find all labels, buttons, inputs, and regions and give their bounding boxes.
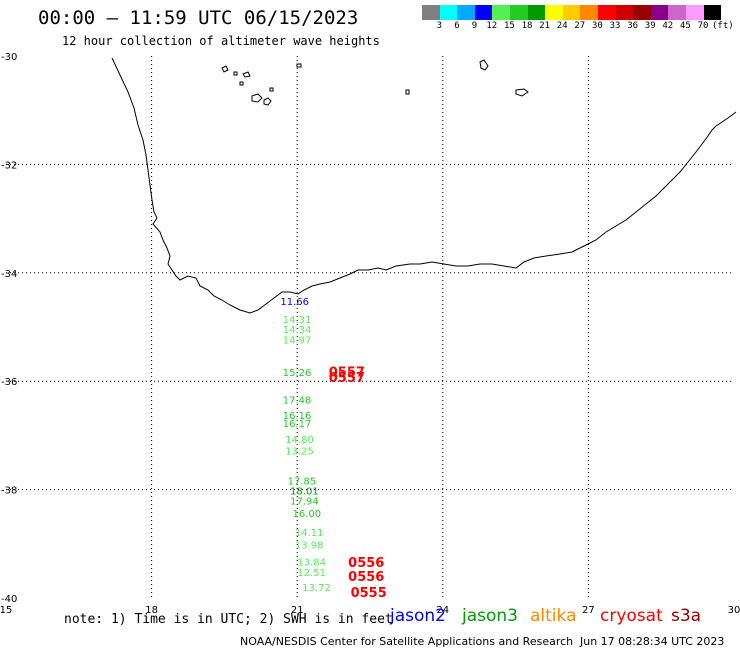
lat-tick-label: -40: [1, 594, 17, 605]
lat-tick-label: -32: [1, 160, 17, 171]
legend-item-altika: altika: [530, 606, 577, 626]
axis-labels: 15 18 21 24 27 30 -30 -32 -34 -36 -38 -40: [0, 52, 740, 616]
lat-tick-label: -36: [1, 377, 17, 388]
wave-height-label: 13.25: [285, 447, 314, 458]
lon-tick-label: 21: [291, 605, 304, 616]
time-marker-label: 0557: [329, 365, 365, 380]
lat-tick-label: -30: [1, 52, 17, 63]
map-title: 00:00 – 11:59 UTC 06/15/2023: [38, 7, 359, 29]
color-scale-tick: 70: [697, 21, 709, 31]
legend-item-s3a: s3a: [671, 606, 702, 626]
wave-height-label: 16.00: [292, 509, 321, 520]
footer-credit: NOAA/NESDIS Center for Satellite Applica…: [240, 635, 574, 648]
coastline: [111, 57, 737, 314]
island-outline: [515, 88, 529, 97]
color-scale-tick: 12: [486, 21, 498, 31]
color-scale-tick: 30: [592, 21, 603, 31]
color-swatch: [527, 5, 546, 20]
color-scale-tick: 6: [454, 21, 460, 31]
time-marker-label: 0555: [351, 586, 387, 601]
color-swatch: [703, 5, 722, 20]
lon-tick-label: 30: [728, 605, 740, 616]
lon-tick-label: 18: [145, 605, 158, 616]
color-swatch: [457, 5, 475, 20]
island-outline: [251, 93, 263, 103]
color-swatch: [580, 5, 598, 20]
color-scale-tick: 33: [609, 21, 621, 31]
island-outline: [269, 87, 274, 92]
map-subtitle: 12 hour collection of altimeter wave hei…: [62, 34, 380, 48]
color-swatch: [474, 5, 493, 20]
color-scale-tick: 15: [504, 21, 515, 31]
legend-item-cryosat: cryosat: [600, 606, 663, 626]
island-outline: [221, 65, 229, 73]
time-marker-label: 0556: [348, 570, 384, 585]
color-scale-tick: 18: [521, 21, 533, 31]
wave-height-label: 14.34: [283, 325, 312, 336]
lat-tick-label: -38: [1, 486, 17, 497]
color-scale-tick: 3: [436, 21, 443, 31]
lat-tick-label: -34: [1, 269, 17, 280]
island-outline: [405, 89, 410, 95]
wave-height-label: 13.72: [302, 583, 331, 594]
time-marker-label: 0556: [348, 556, 384, 571]
coastline-south-africa: [111, 57, 737, 314]
color-scale-tick: 39: [644, 21, 656, 31]
time-marker-label: 0557: [329, 371, 365, 386]
color-swatch: [545, 5, 563, 20]
wave-height-label: 17.48: [283, 396, 312, 407]
wave-height-label: 14.31: [283, 315, 312, 326]
color-scale-tick: 45: [680, 21, 691, 31]
island-outline: [263, 97, 272, 106]
island-outline: [242, 71, 251, 78]
wave-height-label: 11.66: [280, 297, 309, 308]
color-swatch: [597, 5, 616, 20]
island-outline: [479, 59, 489, 71]
wave-height-label: 13.84: [297, 558, 326, 569]
legend-item-jason3: jason3: [462, 606, 518, 626]
island-outline: [239, 81, 244, 86]
wave-height-label: 14.80: [285, 435, 314, 446]
color-scale-tick: 36: [627, 21, 639, 31]
color-scale-tick: 24: [556, 21, 568, 31]
color-swatch: [668, 5, 686, 20]
wave-height-label: 14.11: [295, 528, 324, 539]
lon-tick-label: 15: [0, 605, 12, 616]
color-swatch: [439, 5, 458, 20]
color-scale-unit: (ft): [712, 21, 734, 31]
legend-item-jason2: jason2: [390, 606, 446, 626]
wave-height-label: 16.16: [283, 411, 312, 422]
lon-tick-label: 27: [582, 605, 595, 616]
color-swatch: [633, 5, 651, 20]
graticule: [6, 56, 734, 598]
wave-height-label: 16.17: [283, 419, 312, 430]
color-swatch: [422, 5, 440, 20]
wave-height-label: 17.94: [290, 496, 319, 507]
lon-tick-label: 24: [436, 605, 449, 616]
color-swatch: [509, 5, 528, 20]
color-scale-tick: 42: [662, 21, 674, 31]
color-swatch: [650, 5, 669, 20]
color-swatch: [615, 5, 634, 20]
color-scale-tick: 21: [539, 21, 551, 31]
color-scale-tick: 9: [471, 21, 478, 31]
island-outline: [296, 63, 302, 68]
footer-timestamp: Jun 17 08:28:34 UTC 2023: [580, 635, 725, 648]
wave-height-label: 12.51: [297, 568, 326, 579]
wave-height-label: 15.26: [283, 368, 312, 379]
wave-height-label: 18.01: [290, 487, 319, 498]
color-swatch: [685, 5, 704, 20]
wave-height-label: 13.98: [295, 540, 324, 551]
color-scale-bar: [422, 5, 722, 20]
island-outline: [233, 71, 238, 76]
wave-height-label: 14.97: [283, 335, 312, 346]
color-swatch: [492, 5, 510, 20]
color-swatch: [562, 5, 581, 20]
wave-height-label: 17.85: [288, 476, 317, 487]
note-text: note: 1) Time is in UTC; 2) SWH is in fe…: [64, 612, 393, 627]
color-scale-tick: 27: [574, 21, 586, 31]
